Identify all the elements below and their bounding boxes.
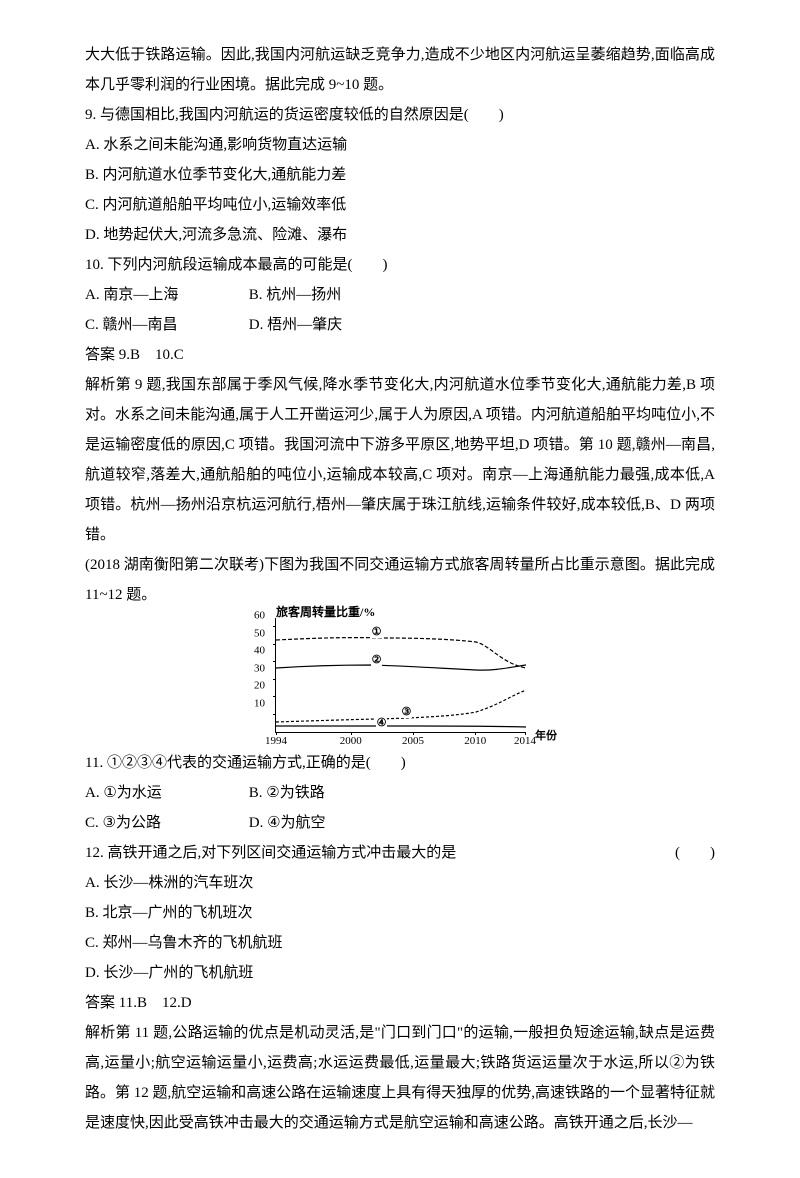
chart-series-4 — [276, 726, 526, 727]
chart-series-label-3: ③ — [401, 707, 413, 718]
intro-paragraph-2: (2018 湖南衡阳第二次联考)下图为我国不同交通运输方式旅客周转量所占比重示意… — [85, 550, 715, 610]
explain-9-10: 解析第 9 题,我国东部属于季风气候,降水季节变化大,内河航道水位季节变化大,通… — [85, 370, 715, 550]
q12-option-b: B. 北京—广州的飞机班次 — [85, 898, 715, 928]
q12-stem-line: 12. 高铁开通之后,对下列区间交通运输方式冲击最大的是 ( ) — [85, 838, 715, 868]
q10-option-d: D. 梧州—肇庆 — [249, 310, 409, 340]
chart-series-label-2: ② — [371, 655, 383, 666]
answers-9-10: 答案 9.B 10.C — [85, 340, 715, 370]
intro-paragraph-1: 大大低于铁路运输。因此,我国内河航运缺乏竞争力,造成不少地区内河航运呈萎缩趋势,… — [85, 40, 715, 100]
chart-ytick-50: 50 — [254, 628, 265, 639]
chart-series-2 — [276, 665, 526, 670]
q10-stem: 10. 下列内河航段运输成本最高的可能是( ) — [85, 250, 715, 280]
chart-ytick-30: 30 — [254, 663, 265, 674]
q10-option-c: C. 赣州—南昌 — [85, 310, 245, 340]
q9-stem: 9. 与德国相比,我国内河航运的货运密度较低的自然原因是( ) — [85, 100, 715, 130]
chart-xtick-2000: 2000 — [340, 736, 362, 747]
q11-option-a: A. ①为水运 — [85, 778, 245, 808]
chart-xlabel: 年份 — [535, 725, 557, 747]
chart-series-label-4: ④ — [376, 718, 388, 729]
passenger-turnover-chart: 旅客周转量比重/% 10 20 30 40 50 60 1994 2000 20… — [275, 618, 525, 733]
chart-ytick-40: 40 — [254, 646, 265, 657]
q11-options-row1: A. ①为水运 B. ②为铁路 — [85, 778, 715, 808]
q12-stem: 12. 高铁开通之后,对下列区间交通运输方式冲击最大的是 — [85, 845, 456, 861]
q9-option-b: B. 内河航道水位季节变化大,通航能力差 — [85, 160, 715, 190]
q10-options-row2: C. 赣州—南昌 D. 梧州—肇庆 — [85, 310, 715, 340]
chart-series-1 — [276, 638, 526, 668]
q11-option-d: D. ④为航空 — [249, 808, 409, 838]
chart-xtick-2014: 2014 — [514, 736, 536, 747]
explain-11-12: 解析第 11 题,公路运输的优点是机动灵活,是"门口到门口"的运输,一般担负短途… — [85, 1018, 715, 1138]
q11-option-b: B. ②为铁路 — [249, 778, 409, 808]
q11-options-row2: C. ③为公路 D. ④为航空 — [85, 808, 715, 838]
q10-options-row1: A. 南京—上海 B. 杭州—扬州 — [85, 280, 715, 310]
chart-xtick-2010: 2010 — [464, 736, 486, 747]
answers-11-12: 答案 11.B 12.D — [85, 988, 715, 1018]
q9-option-c: C. 内河航道船舶平均吨位小,运输效率低 — [85, 190, 715, 220]
chart-ytick-10: 10 — [254, 698, 265, 709]
q10-option-b: B. 杭州—扬州 — [249, 280, 409, 310]
chart-series-label-1: ① — [371, 627, 383, 638]
q9-option-d: D. 地势起伏大,河流多急流、险滩、瀑布 — [85, 220, 715, 250]
chart-xtick-2005: 2005 — [402, 736, 424, 747]
q11-option-c: C. ③为公路 — [85, 808, 245, 838]
q12-bracket: ( ) — [675, 838, 715, 868]
q11-stem: 11. ①②③④代表的交通运输方式,正确的是( ) — [85, 748, 715, 778]
q10-option-a: A. 南京—上海 — [85, 280, 245, 310]
q12-option-d: D. 长沙—广州的飞机航班 — [85, 958, 715, 988]
chart-ytick-60: 60 — [254, 611, 265, 622]
chart-xtick-1994: 1994 — [265, 736, 287, 747]
q12-option-a: A. 长沙—株洲的汽车班次 — [85, 868, 715, 898]
q12-option-c: C. 郑州—乌鲁木齐的飞机航班 — [85, 928, 715, 958]
chart-ytick-20: 20 — [254, 681, 265, 692]
q9-option-a: A. 水系之间未能沟通,影响货物直达运输 — [85, 130, 715, 160]
chart-container: 旅客周转量比重/% 10 20 30 40 50 60 1994 2000 20… — [85, 618, 715, 744]
